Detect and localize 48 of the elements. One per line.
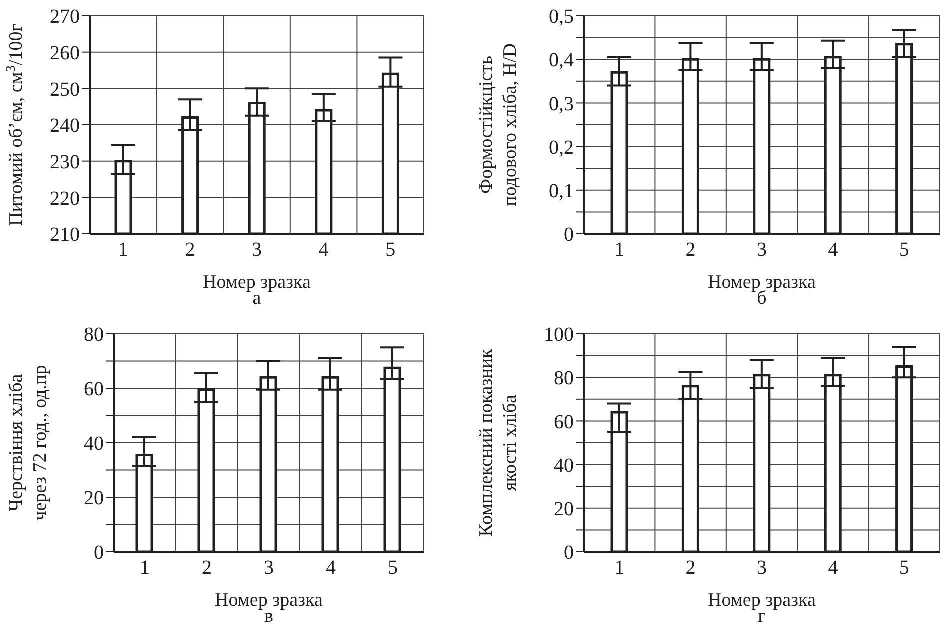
x-tick-label: 5 — [899, 239, 910, 262]
y-tick-label: 240 — [50, 115, 80, 138]
y-tick-label: 80 — [554, 368, 574, 390]
y-axis-title: Черствіння хліба через 72 год., од.пр — [6, 365, 51, 521]
x-tick-label: 2 — [686, 239, 696, 262]
x-tick-label: 4 — [318, 239, 329, 262]
x-tick-label: 4 — [828, 557, 838, 580]
x-tick-label: 5 — [899, 557, 910, 580]
y-tick-label: 40 — [554, 454, 574, 477]
x-tick-label: 5 — [388, 557, 398, 580]
y-tick-label: 210 — [50, 224, 80, 246]
x-tick-label: 5 — [386, 239, 396, 262]
y-tick-label: 0,5 — [549, 6, 574, 28]
y-tick-label: 0,1 — [549, 180, 574, 202]
x-tick-label: 1 — [140, 557, 150, 580]
x-tick-label: 2 — [202, 557, 212, 580]
x-tick-label: 3 — [264, 557, 274, 580]
x-tick-label: 3 — [757, 239, 767, 262]
x-tick-label: 3 — [252, 239, 262, 262]
y-tick-label: 80 — [84, 324, 104, 346]
y-axis-title: Комплексний показник якості хліба — [476, 348, 521, 537]
y-tick-label: 60 — [554, 411, 574, 434]
y-tick-label: 260 — [50, 42, 80, 64]
y-tick-label: 0 — [564, 542, 574, 564]
y-tick-label: 20 — [554, 498, 574, 520]
y-tick-label: 0 — [564, 224, 574, 246]
y-tick-label: 0 — [94, 542, 104, 564]
y-tick-label: 0,4 — [549, 50, 574, 72]
y-tick-label: 40 — [84, 433, 104, 456]
y-tick-label: 250 — [50, 78, 80, 101]
y-tick-label: 20 — [84, 488, 104, 510]
x-tick-label: 4 — [828, 239, 838, 262]
x-tick-label: 1 — [614, 557, 625, 580]
y-axis-title: Формостійкцість подового хліба, H/D — [476, 44, 521, 206]
y-tick-label: 230 — [50, 151, 80, 174]
x-tick-label: 2 — [185, 239, 196, 262]
y-tick-label: 100 — [544, 324, 574, 346]
x-tick-label: 2 — [686, 557, 696, 580]
y-tick-label: 220 — [50, 188, 80, 210]
y-tick-label: 60 — [84, 378, 104, 401]
y-tick-label: 270 — [50, 6, 80, 28]
x-tick-label: 3 — [757, 557, 767, 580]
y-tick-label: 0,3 — [549, 93, 574, 116]
x-tick-label: 1 — [118, 239, 128, 262]
y-tick-label: 0,2 — [549, 136, 574, 159]
x-tick-label: 1 — [614, 239, 625, 262]
text: б — [757, 288, 767, 310]
x-tick-label: 4 — [326, 557, 336, 580]
